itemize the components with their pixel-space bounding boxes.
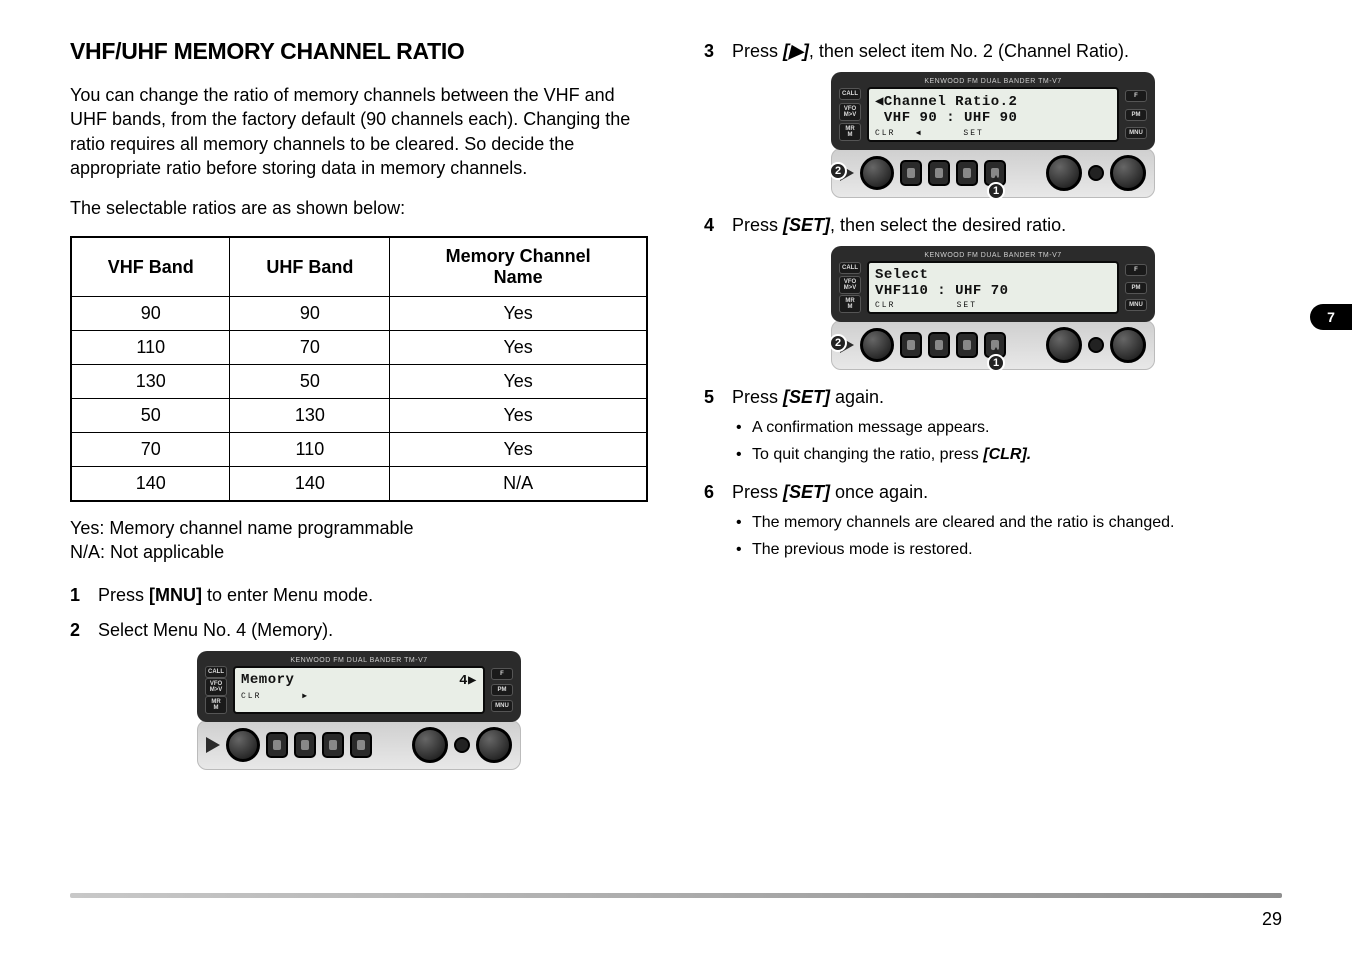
table-header-mem: Memory Channel Name bbox=[390, 237, 647, 296]
key-set: [SET] bbox=[783, 482, 830, 502]
squelch-knob bbox=[476, 727, 512, 763]
key-mnu: [MNU] bbox=[149, 585, 202, 605]
table-row: 9090Yes bbox=[71, 296, 647, 330]
ratio-table: VHF Band UHF Band Memory Channel Name 90… bbox=[70, 236, 648, 501]
intro-paragraph: You can change the ratio of memory chann… bbox=[70, 83, 648, 180]
step-1: 1 Press [MNU] to enter Menu mode. bbox=[70, 582, 648, 608]
step-6: 6 Press [SET] once again. The memory cha… bbox=[704, 479, 1282, 565]
page-title: VHF/UHF MEMORY CHANNEL RATIO bbox=[70, 38, 648, 65]
table-row: 70110Yes bbox=[71, 432, 647, 466]
callout-2: 2 bbox=[829, 162, 847, 180]
device-figure-select: KENWOOD FM DUAL BANDER TM-V7 CALL VFO M>… bbox=[831, 246, 1155, 370]
soft-button bbox=[350, 732, 372, 758]
table-header-uhf: UHF Band bbox=[230, 237, 390, 296]
table-row: 50130Yes bbox=[71, 398, 647, 432]
sub-bullet: To quit changing the ratio, press [CLR]. bbox=[732, 443, 1282, 466]
tuning-knob bbox=[226, 728, 260, 762]
step-3: 3 Press [▶], then select item No. 2 (Cha… bbox=[704, 38, 1282, 64]
device-figure-memory: KENWOOD FM DUAL BANDER TM-V7 CALL VFO M>… bbox=[197, 651, 521, 770]
knob-row bbox=[197, 720, 521, 770]
soft-button bbox=[322, 732, 344, 758]
table-row: 13050Yes bbox=[71, 364, 647, 398]
sub-bullet: The previous mode is restored. bbox=[732, 538, 1282, 561]
right-side-keys: F PM MNU bbox=[491, 666, 513, 714]
key-set: [SET] bbox=[783, 215, 830, 235]
right-column: 3 Press [▶], then select item No. 2 (Cha… bbox=[704, 38, 1282, 784]
left-side-keys: CALL VFO M>V MR M bbox=[205, 666, 227, 714]
ratios-intro: The selectable ratios are as shown below… bbox=[70, 196, 648, 220]
table-legend: Yes: Memory channel name programmable N/… bbox=[70, 516, 648, 565]
table-row: 11070Yes bbox=[71, 330, 647, 364]
callout-1: 1 bbox=[987, 182, 1005, 200]
key-right: [▶] bbox=[783, 41, 809, 61]
key-clr: [CLR]. bbox=[983, 446, 1031, 463]
play-icon bbox=[206, 737, 220, 753]
soft-button bbox=[294, 732, 316, 758]
footer-rule bbox=[70, 893, 1282, 898]
legend-yes: Yes: Memory channel name programmable bbox=[70, 516, 648, 540]
step-2: 2 Select Menu No. 4 (Memory). bbox=[70, 617, 648, 643]
table-row: 140140N/A bbox=[71, 466, 647, 501]
volume-knob bbox=[412, 727, 448, 763]
step-4: 4 Press [SET], then select the desired r… bbox=[704, 212, 1282, 238]
left-column: VHF/UHF MEMORY CHANNEL RATIO You can cha… bbox=[70, 38, 648, 784]
section-tab: 7 bbox=[1310, 304, 1352, 330]
page-number: 29 bbox=[1262, 909, 1282, 930]
sub-bullet: The memory channels are cleared and the … bbox=[732, 511, 1282, 534]
key-set: [SET] bbox=[783, 387, 830, 407]
sub-bullet: A confirmation message appears. bbox=[732, 416, 1282, 439]
device-brand: KENWOOD FM DUAL BANDER TM-V7 bbox=[205, 657, 513, 664]
small-knob bbox=[454, 737, 470, 753]
step-5: 5 Press [SET] again. A confirmation mess… bbox=[704, 384, 1282, 470]
table-header-vhf: VHF Band bbox=[71, 237, 230, 296]
soft-button bbox=[266, 732, 288, 758]
lcd-screen: Memory 4▶ CLR ▶ bbox=[233, 666, 485, 714]
legend-na: N/A: Not applicable bbox=[70, 540, 648, 564]
device-figure-ratio: KENWOOD FM DUAL BANDER TM-V7 CALL VFO M>… bbox=[831, 72, 1155, 198]
